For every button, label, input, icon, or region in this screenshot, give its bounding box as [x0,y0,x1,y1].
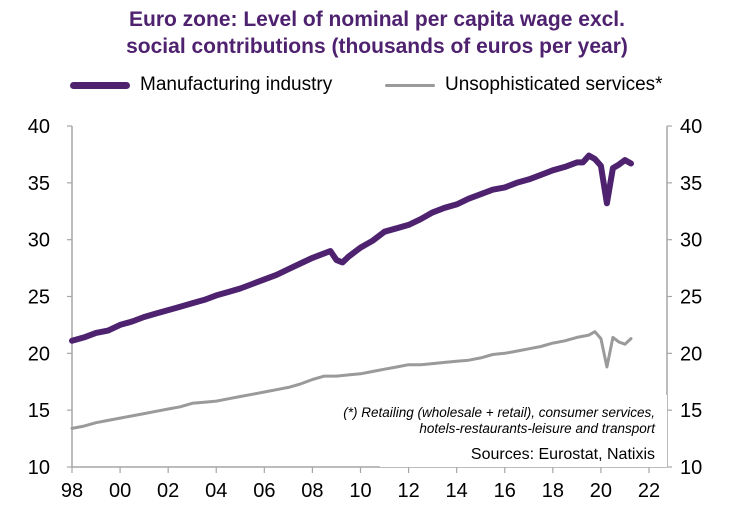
left-y-tick-label: 35 [28,173,50,195]
x-tick-label: 14 [446,480,468,502]
left-y-tick-label: 10 [28,457,50,479]
left-y-tick-label: 25 [28,287,50,309]
right-y-tick-label: 25 [680,287,702,309]
chart-title-line-2: social contributions (thousands of euros… [126,35,628,58]
series-lines [69,152,634,430]
annotations: (*) Retailing (wholesale + retail), cons… [343,395,667,467]
annotation-source: Sources: Eurostat, Natixis [471,446,655,463]
right-y-tick-label: 30 [680,230,702,252]
x-tick-label: 04 [205,480,227,502]
right-y-tick-label: 15 [680,400,702,422]
annotation-box [380,395,667,467]
legend-swatch-services [385,83,435,87]
right-y-tick-label: 10 [680,457,702,479]
x-tick-label: 08 [301,480,323,502]
right-y-tick-label: 20 [680,343,702,365]
x-tick-label: 10 [349,480,371,502]
legend: Manufacturing industry Unsophisticated s… [0,70,754,100]
x-tick-label: 06 [253,480,275,502]
x-tick-label: 20 [590,480,612,502]
x-tick-label: 00 [109,480,131,502]
x-tick-label: 16 [494,480,516,502]
legend-item-services: Unsophisticated services* [385,70,663,100]
x-tick-label: 12 [397,480,419,502]
manufacturing-line [69,152,634,344]
chart-title: Euro zone: Level of nominal per capita w… [0,6,754,60]
legend-label-services: Unsophisticated services* [445,74,663,95]
annotation-note-line-2: hotels-restaurants-leisure and transport [419,421,656,436]
right-y-tick-label: 40 [680,116,702,138]
legend-item-manufacturing: Manufacturing industry [70,70,332,100]
left-y-tick-label: 40 [28,116,50,138]
left-y-tick-label: 20 [28,343,50,365]
legend-swatch-manufacturing [70,81,130,89]
right-y-tick-label: 35 [680,173,702,195]
legend-label-manufacturing: Manufacturing industry [140,74,333,95]
annotation-note-line-1: (*) Retailing (wholesale + retail), cons… [343,405,655,420]
x-tick-label: 02 [157,480,179,502]
services-line [70,330,633,430]
chart-title-line-1: Euro zone: Level of nominal per capita w… [129,8,625,31]
x-tick-label: 22 [638,480,660,502]
left-y-tick-label: 15 [28,400,50,422]
x-tick-label: 98 [61,480,83,502]
left-y-tick-label: 30 [28,230,50,252]
x-tick-label: 18 [542,480,564,502]
